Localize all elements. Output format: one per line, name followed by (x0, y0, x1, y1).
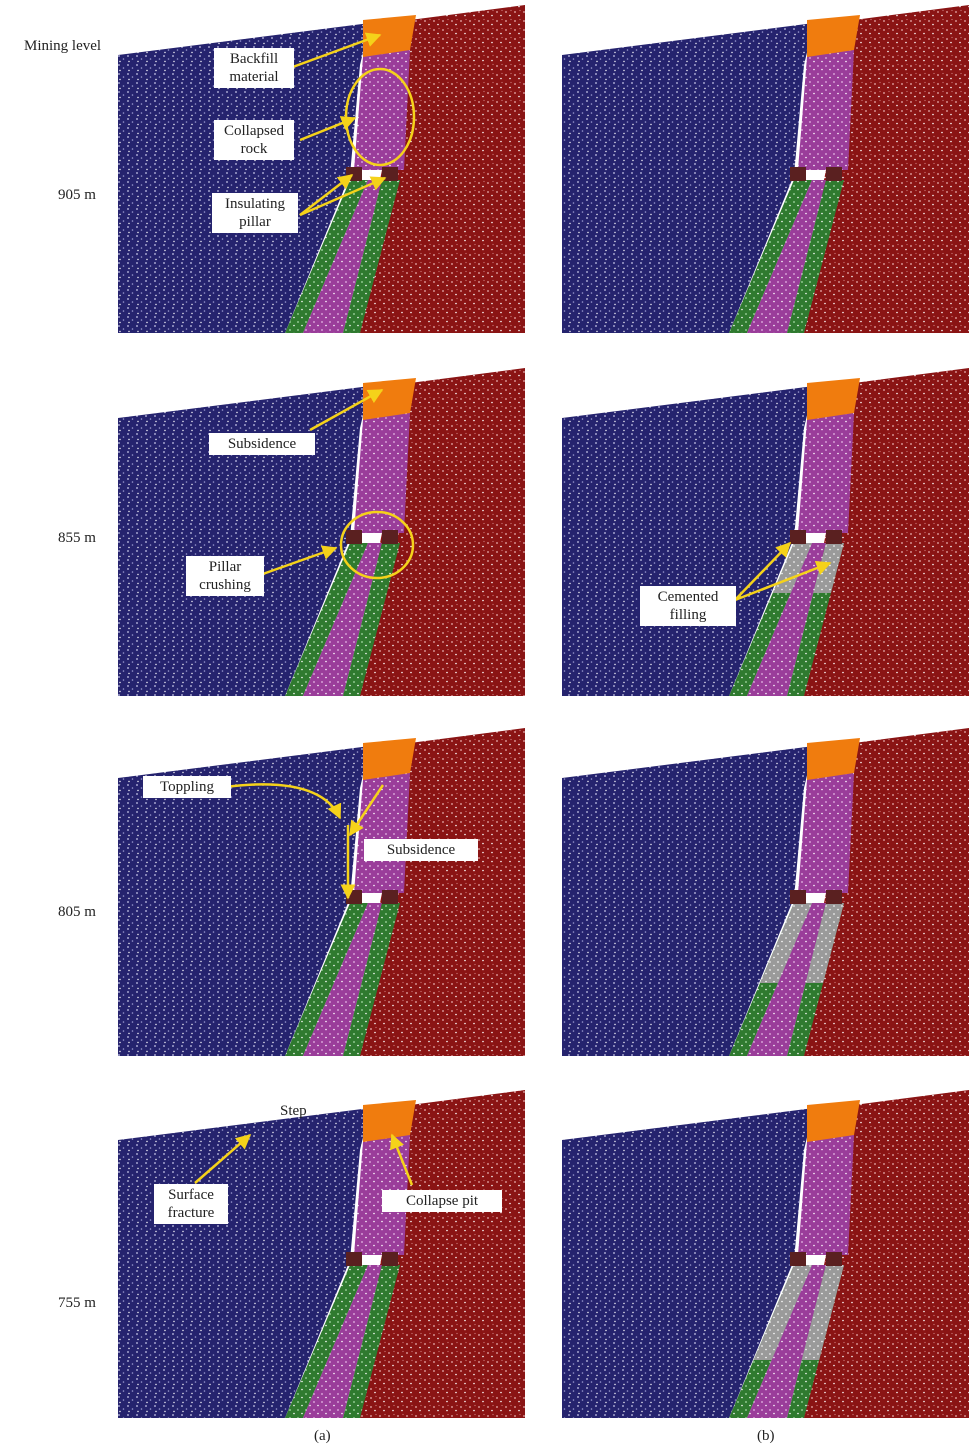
insulating-pillar (826, 890, 842, 904)
row-label: 805 m (58, 904, 96, 921)
insulating-pillar (790, 167, 806, 181)
collapsed-rock (798, 1135, 854, 1255)
insulating-pillar (826, 167, 842, 181)
row-label: Mining level (24, 38, 101, 55)
annotation: Step (280, 1103, 307, 1120)
page: Mining level 905 m 855 m 805 m 755 m (a)… (0, 0, 973, 1450)
panel-label: (b) (757, 1428, 775, 1445)
row-label: 755 m (58, 1295, 96, 1312)
insulating-pillar (790, 530, 806, 544)
annotation: Insulating pillar (212, 193, 298, 233)
annotation: Collapsed rock (214, 120, 294, 160)
annotation: Toppling (143, 776, 231, 798)
collapsed-rock (798, 413, 854, 533)
row-label: 855 m (58, 530, 96, 547)
insulating-pillar (382, 530, 398, 544)
collapsed-rock (798, 773, 854, 893)
insulating-pillar (382, 1252, 398, 1266)
annotation: Surface fracture (154, 1184, 228, 1224)
insulating-pillar (346, 530, 362, 544)
panel-label: (a) (314, 1428, 331, 1445)
annotation: Cemented filling (640, 586, 736, 626)
annotation: Pillar crushing (186, 556, 264, 596)
insulating-pillar (346, 1252, 362, 1266)
insulating-pillar (790, 890, 806, 904)
annotation: Backfill material (214, 48, 294, 88)
insulating-pillar (826, 1252, 842, 1266)
annotation: Subsidence (364, 839, 478, 861)
annotation: Subsidence (209, 433, 315, 455)
collapsed-rock (354, 773, 410, 893)
insulating-pillar (382, 890, 398, 904)
figure (0, 0, 973, 1450)
row-label: 905 m (58, 187, 96, 204)
insulating-pillar (790, 1252, 806, 1266)
collapsed-rock (798, 50, 854, 170)
insulating-pillar (826, 530, 842, 544)
annotation: Collapse pit (382, 1190, 502, 1212)
